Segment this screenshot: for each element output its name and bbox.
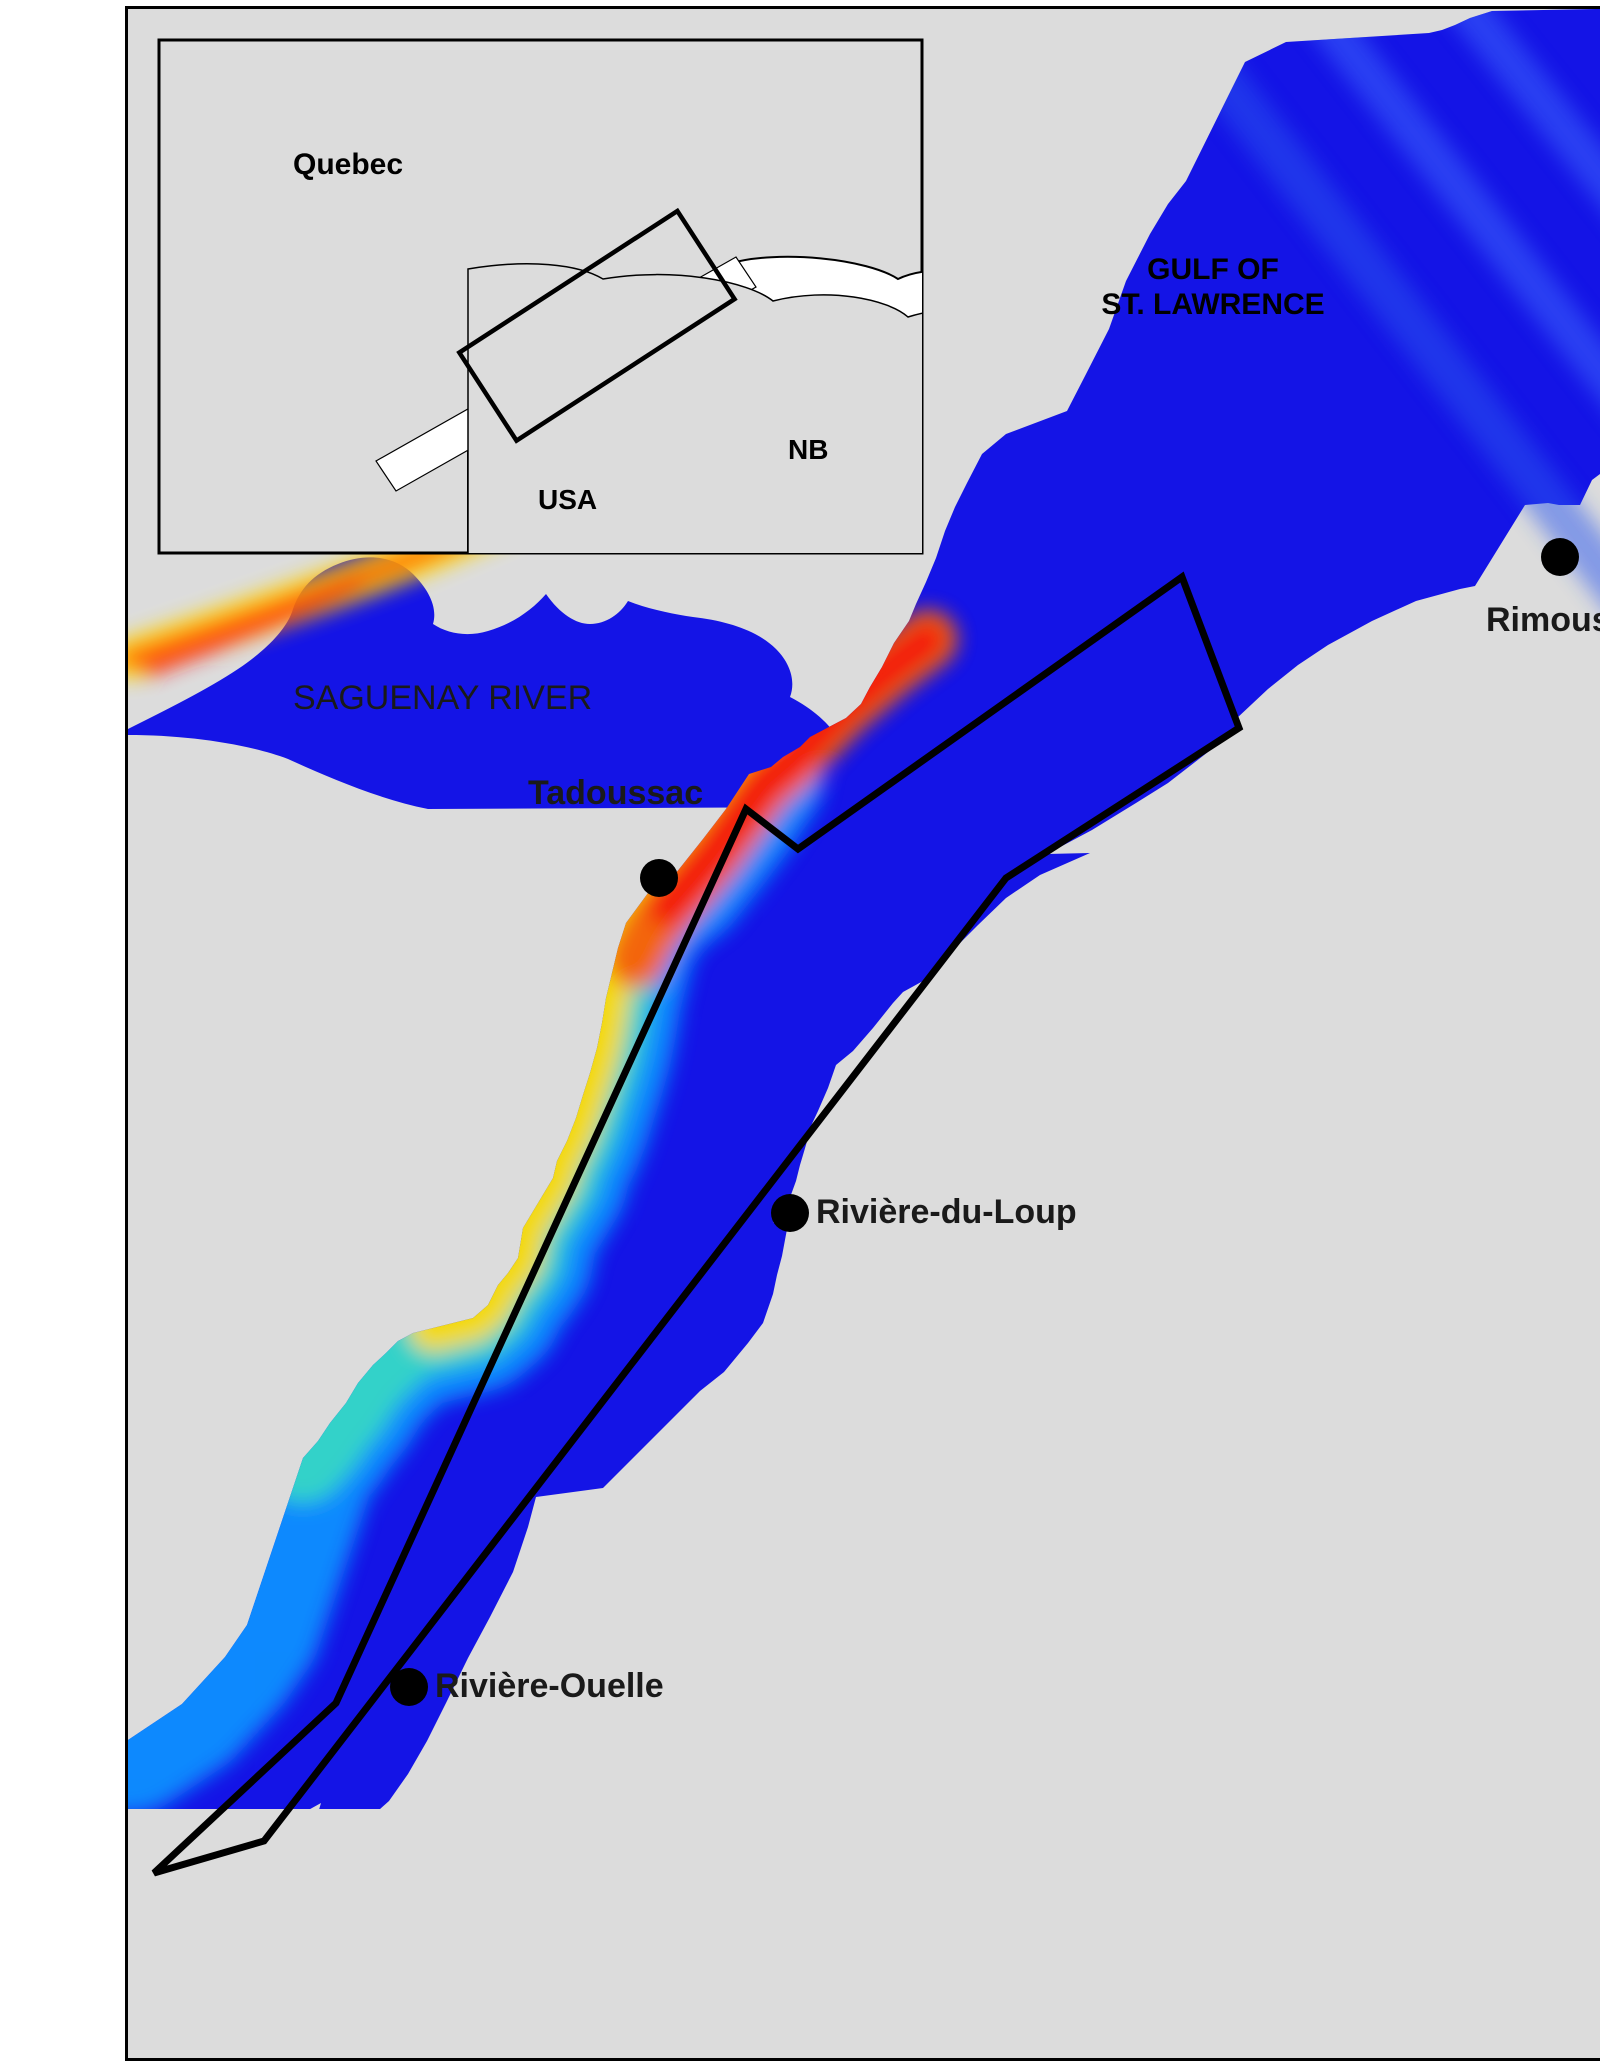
svg-text:USA: USA xyxy=(538,484,597,515)
svg-text:GULF OF: GULF OF xyxy=(1147,253,1279,286)
svg-text:NB: NB xyxy=(788,434,828,465)
svg-text:SAGUENAY RIVER: SAGUENAY RIVER xyxy=(293,679,592,717)
svg-text:ST. LAWRENCE: ST. LAWRENCE xyxy=(1101,288,1324,321)
svg-text:Rivière-du-Loup: Rivière-du-Loup xyxy=(816,1193,1077,1231)
svg-text:Rivière-Ouelle: Rivière-Ouelle xyxy=(435,1667,664,1705)
svg-text:Quebec: Quebec xyxy=(293,148,403,181)
svg-text:Tadoussac: Tadoussac xyxy=(528,774,703,812)
svg-text:Rimouski: Rimouski xyxy=(1486,601,1600,639)
